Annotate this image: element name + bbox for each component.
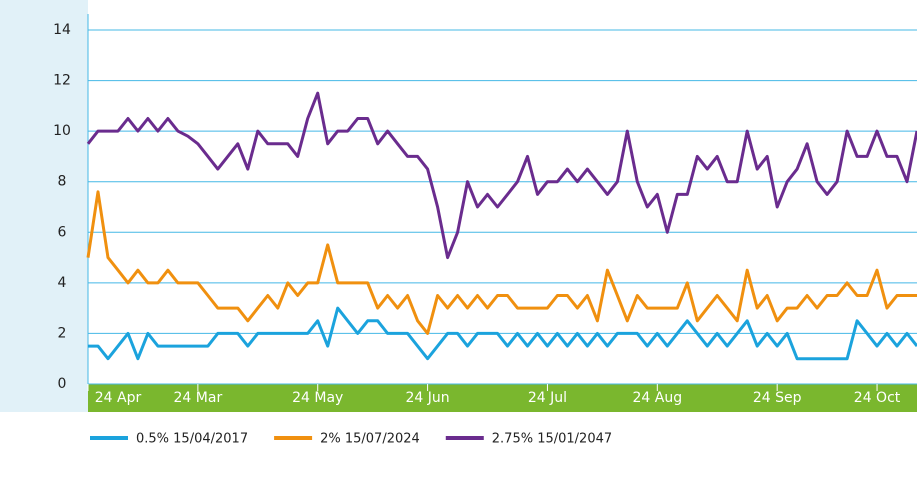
series-line [86,190,917,335]
axis-panel [0,0,88,412]
series-line [86,91,917,260]
y-tick-label: 8 [58,174,67,190]
y-tick-label: 6 [58,224,67,240]
x-tick-label: 24 Aug [633,390,683,406]
legend-label: 2.75% 15/01/2047 [492,432,612,447]
x-tick-label: 24 Sep [753,390,802,406]
series-line [88,306,917,361]
legend-label: 2% 15/07/2024 [320,432,420,447]
x-tick-label: 24 Oct [854,390,901,406]
x-axis-band [88,384,917,412]
x-tick-label: 24 Jun [406,390,450,406]
y-tick-label: 14 [53,22,71,38]
y-tick-label: 2 [58,325,67,341]
y-tick-label: 12 [53,73,71,89]
x-tick-label: 24 Jul [528,390,567,406]
y-tick-label: 10 [53,123,71,139]
legend-label: 0.5% 15/04/2017 [136,432,248,447]
y-tick-label: 4 [58,275,67,291]
y-tick-label: 0 [58,376,67,392]
x-tick-label: 24 Mar [174,390,223,406]
x-tick-label: 24 May [292,390,343,406]
x-tick-label: 24 Apr [95,390,142,406]
